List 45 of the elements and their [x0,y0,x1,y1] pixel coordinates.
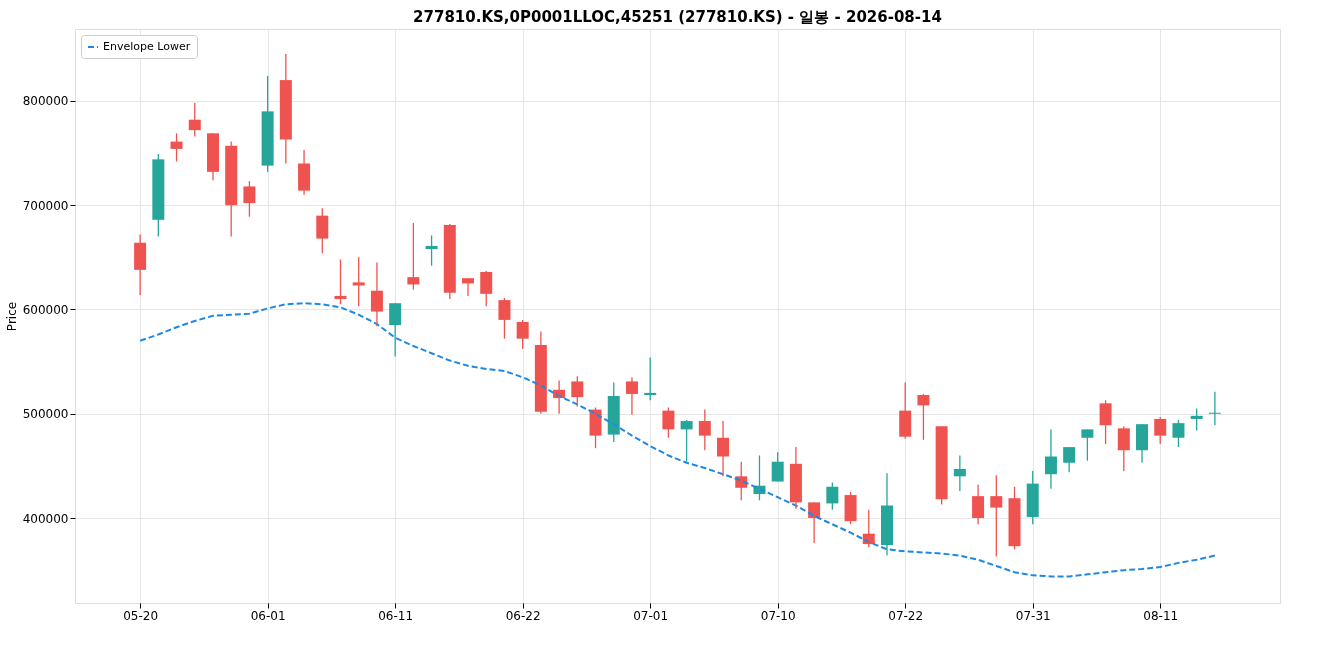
candlestick [1081,428,1094,462]
candlestick [1008,486,1021,550]
candlestick [571,375,584,408]
candlestick [1154,416,1167,445]
candlestick [243,180,256,218]
candlestick [352,256,365,308]
x-tick-label: 06-11 [378,608,414,623]
candlestick [443,223,456,300]
candlestick [498,297,511,340]
x-tick-label: 07-10 [760,608,796,623]
candlestick [844,491,857,525]
candlestick [225,140,238,238]
candlestick [1026,470,1039,525]
candlestick [279,53,292,165]
line-series [139,302,1216,578]
candlestick [480,270,493,308]
x-tick-label: 07-22 [888,608,924,623]
y-axis-title: Price [4,301,19,332]
candlestick [261,75,274,173]
y-tick-label: 700000 [22,198,69,213]
candlestick [1172,419,1185,448]
x-tick-label: 05-20 [123,608,159,623]
candlestick [698,408,711,451]
x-tick-label: 06-22 [505,608,541,623]
candlestick [1117,425,1130,472]
candlestick [935,425,948,506]
x-tick-label: 06-01 [250,608,286,623]
x-tick-label: 07-31 [1015,608,1051,623]
x-tick-label: 08-11 [1143,608,1179,623]
candlestick [771,451,784,483]
candlestick [1099,399,1112,445]
y-tick-label: 600000 [22,302,69,317]
y-tick-label: 400000 [22,511,69,526]
x-tick-label: 07-01 [633,608,669,623]
candlestick [316,207,329,254]
y-tick-label: 500000 [22,407,69,422]
candlestick [516,319,529,350]
candlestick [990,474,1003,558]
legend-label: Envelope Lower [103,40,191,53]
candlestick [607,381,620,443]
chart-title: 277810.KS,0P0001LLOC,45251 (277810.KS) - 일봉 - 2026-08-14 [413,8,942,26]
candlestick [1063,446,1076,473]
candlestick [899,381,912,440]
y-tick-label: 800000 [22,94,69,109]
candlestick [152,153,165,238]
